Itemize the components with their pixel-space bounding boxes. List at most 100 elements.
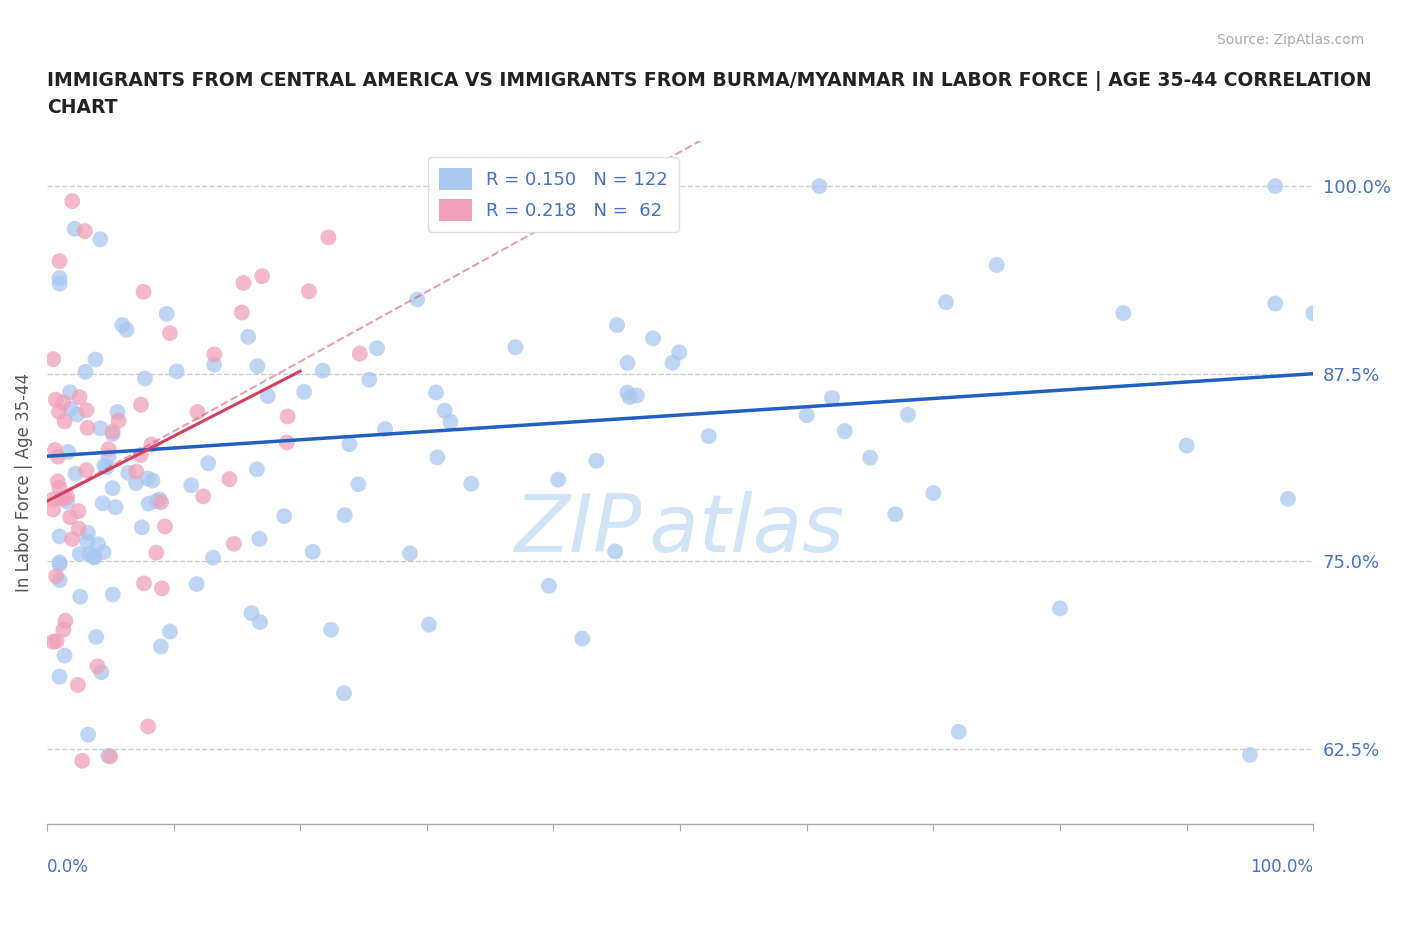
Text: 0.0%: 0.0% <box>46 858 89 876</box>
Point <box>56 494 79 509</box>
Point <box>426 450 449 465</box>
Point <box>67 522 90 537</box>
Point <box>202 357 225 372</box>
Point <box>547 472 569 487</box>
Point <box>97 442 120 457</box>
Point <box>75 463 97 478</box>
Point <box>156 307 179 322</box>
Point <box>70 753 93 768</box>
Point <box>56 489 79 504</box>
Point <box>1049 601 1071 616</box>
Point <box>59 510 82 525</box>
Point <box>111 317 134 332</box>
Point <box>52 622 75 637</box>
Point <box>808 179 831 193</box>
Point <box>97 449 120 464</box>
Point <box>98 749 121 764</box>
Point <box>53 414 76 429</box>
Point <box>51 491 73 506</box>
Point <box>292 384 315 399</box>
Point <box>603 544 626 559</box>
Point <box>132 285 155 299</box>
Point <box>821 391 844 405</box>
Point <box>87 537 110 551</box>
Point <box>159 326 181 340</box>
Point <box>796 407 818 422</box>
Point <box>626 388 648 403</box>
Y-axis label: In Labor Force | Age 35-44: In Labor Force | Age 35-44 <box>15 373 32 592</box>
Point <box>433 404 456 418</box>
Point <box>105 405 128 419</box>
Point <box>661 355 683 370</box>
Point <box>115 323 138 338</box>
Point <box>619 390 641 405</box>
Point <box>131 520 153 535</box>
Point <box>52 395 75 410</box>
Point <box>986 258 1008 272</box>
Point <box>101 481 124 496</box>
Point <box>1302 306 1324 321</box>
Point <box>333 508 356 523</box>
Point <box>231 305 253 320</box>
Point <box>859 450 882 465</box>
Point <box>366 340 388 355</box>
Point <box>1239 748 1261 763</box>
Point <box>136 471 159 485</box>
Point <box>89 420 111 435</box>
Point <box>48 555 70 570</box>
Point <box>132 576 155 591</box>
Point <box>339 437 361 452</box>
Text: ZIP atlas: ZIP atlas <box>515 491 845 569</box>
Point <box>59 401 82 416</box>
Point <box>60 193 83 208</box>
Point <box>318 230 340 245</box>
Point <box>897 407 920 422</box>
Point <box>66 677 89 692</box>
Point <box>141 437 163 452</box>
Point <box>56 445 79 459</box>
Point <box>141 473 163 488</box>
Point <box>1264 179 1286 193</box>
Point <box>42 502 65 517</box>
Point <box>101 427 124 442</box>
Point <box>884 507 907 522</box>
Point <box>76 534 98 549</box>
Point <box>48 670 70 684</box>
Point <box>668 345 690 360</box>
Point <box>90 665 112 680</box>
Point <box>138 497 160 512</box>
Point <box>359 372 381 387</box>
Point <box>202 347 225 362</box>
Point <box>86 659 108 674</box>
Point <box>347 477 370 492</box>
Point <box>349 346 371 361</box>
Point <box>107 413 129 428</box>
Point <box>60 532 83 547</box>
Point <box>45 633 67 648</box>
Point <box>150 495 173 510</box>
Point <box>101 587 124 602</box>
Point <box>96 459 118 474</box>
Point <box>48 573 70 588</box>
Point <box>150 581 173 596</box>
Point <box>537 578 560 593</box>
Point <box>948 724 970 739</box>
Point <box>186 405 208 419</box>
Point <box>276 435 298 450</box>
Point <box>46 474 69 489</box>
Point <box>48 276 70 291</box>
Point <box>321 622 343 637</box>
Point <box>67 504 90 519</box>
Point <box>834 424 856 439</box>
Point <box>641 331 664 346</box>
Point <box>222 537 245 551</box>
Point <box>246 461 269 476</box>
Point <box>374 421 396 436</box>
Point <box>67 390 90 405</box>
Point <box>48 557 70 572</box>
Point <box>922 485 945 500</box>
Point <box>129 447 152 462</box>
Point <box>145 545 167 560</box>
Point <box>193 489 215 504</box>
Point <box>250 269 273 284</box>
